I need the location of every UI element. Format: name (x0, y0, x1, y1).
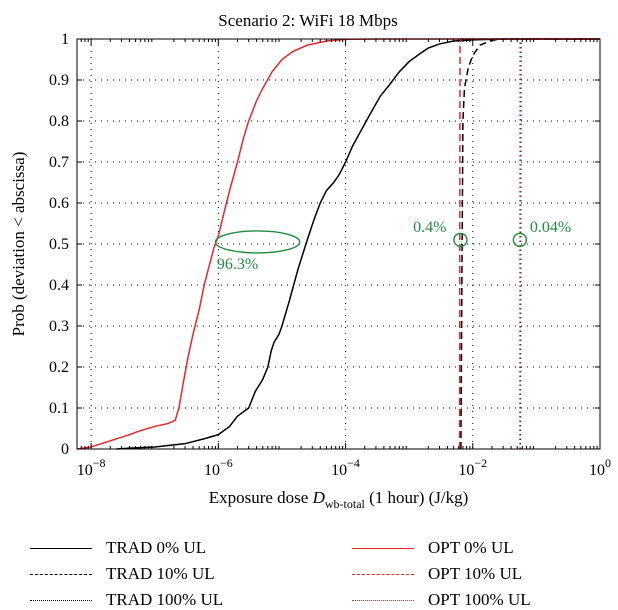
annotation-ellipse (214, 230, 301, 254)
y-tick-label: 0.4 (49, 277, 69, 294)
annotation-circle (453, 232, 468, 248)
grid-lines (77, 39, 600, 449)
series-line-1 (460, 38, 600, 450)
y-tick-label: 1 (61, 31, 69, 48)
series-line-0 (116, 38, 600, 450)
series-line-5 (519, 38, 600, 450)
chart-title: Scenario 2: WiFi 18 Mbps (218, 11, 397, 30)
y-tick-label: 0.5 (49, 236, 69, 253)
series-line-2 (519, 38, 600, 450)
x-tick-label: 10−6 (204, 456, 233, 479)
x-tick-label: 10−4 (331, 456, 360, 479)
x-axis-label: Exposure dose Dwb-total (1 hour) (J/kg) (209, 488, 469, 511)
axis-ticks (76, 38, 601, 450)
annotation-label: 96.3% (217, 256, 258, 273)
y-axis-label: Prob (deviation < abscissa) (9, 152, 28, 337)
x-axis-label-suffix: (1 hour) (J/kg) (365, 488, 468, 507)
x-tick-label: 100 (589, 456, 611, 479)
annotation-label: 0.4% (413, 219, 446, 236)
x-tick-label: 10−8 (77, 456, 106, 479)
x-tick-label: 10−2 (458, 456, 487, 479)
y-tick-label: 0.6 (49, 195, 69, 212)
y-tick-label: 0.1 (49, 400, 69, 417)
series-line-4 (458, 38, 600, 450)
x-axis-label-prefix: Exposure dose (209, 488, 313, 507)
y-tick-labels: 0 0.1 0.2 0.3 0.4 0.5 0.6 0.7 0.8 0.9 1 (49, 31, 69, 458)
x-axis-label-sub: wb-total (325, 497, 366, 511)
y-tick-label: 0.3 (49, 318, 69, 335)
annotation-layer: 96.3% 0.4% 0.04% (214, 219, 571, 273)
x-axis-label-symbol: D (312, 488, 326, 507)
annotation-circle (512, 232, 528, 248)
y-tick-label: 0.7 (49, 154, 69, 171)
annotation-label: 0.04% (530, 219, 571, 236)
x-tick-labels: 10−8 10−6 10−4 10−2 100 (77, 456, 611, 479)
y-tick-label: 0.8 (49, 113, 69, 130)
y-tick-label: 0.2 (49, 359, 69, 376)
y-tick-label: 0 (61, 441, 69, 458)
y-tick-label: 0.9 (49, 72, 69, 89)
